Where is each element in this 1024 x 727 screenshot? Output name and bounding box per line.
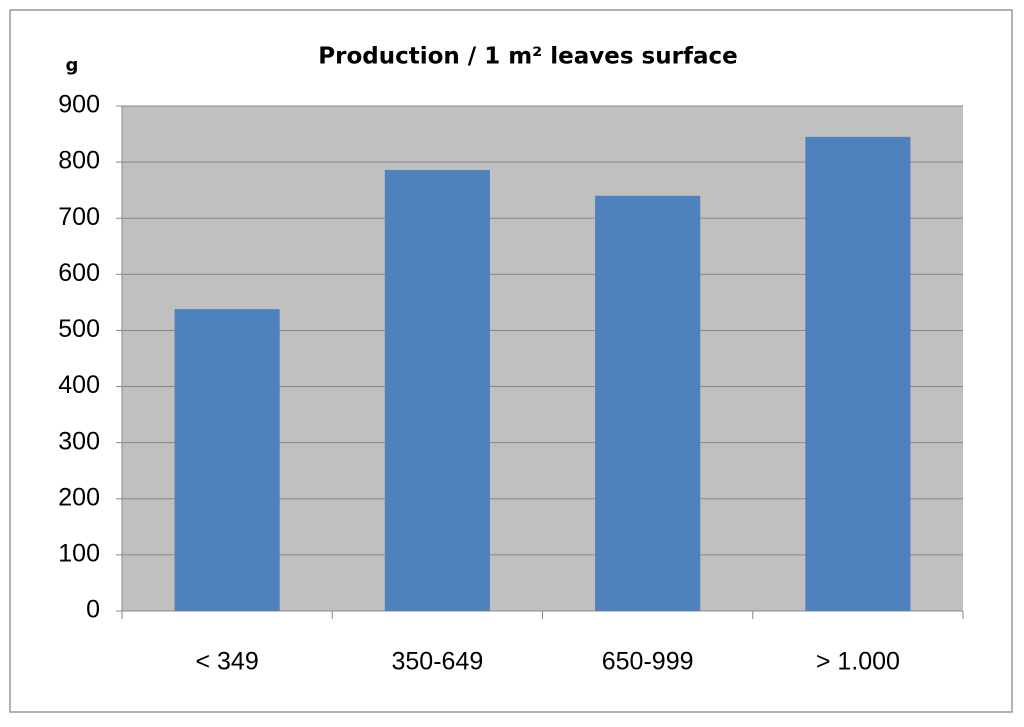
bar bbox=[595, 195, 701, 611]
y-tick-label: 800 bbox=[58, 147, 100, 175]
x-tick-label: 350-649 bbox=[392, 648, 484, 676]
x-tick-label: < 349 bbox=[195, 648, 258, 676]
y-tick-label: 100 bbox=[58, 539, 100, 567]
x-tick-label: 650-999 bbox=[602, 648, 694, 676]
y-tick-label: 500 bbox=[58, 315, 100, 343]
y-tick-label: 0 bbox=[86, 596, 100, 624]
y-tick-label: 400 bbox=[58, 371, 100, 399]
y-tick-label: 900 bbox=[58, 91, 100, 119]
chart-title: Production / 1 m² leaves surface bbox=[318, 44, 737, 70]
y-axis-label: g bbox=[66, 55, 79, 76]
bar bbox=[805, 136, 911, 611]
y-tick-label: 600 bbox=[58, 259, 100, 287]
y-tick-label: 200 bbox=[58, 483, 100, 511]
bar bbox=[174, 309, 280, 611]
y-tick-label: 300 bbox=[58, 427, 100, 455]
bar bbox=[384, 169, 490, 611]
y-tick-label: 700 bbox=[58, 203, 100, 231]
x-tick-label: > 1.000 bbox=[816, 648, 900, 676]
